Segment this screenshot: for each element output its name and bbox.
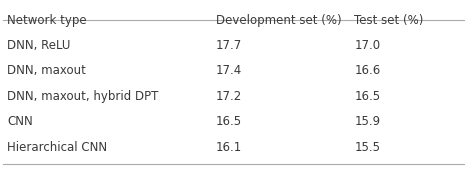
Text: 16.6: 16.6 [354, 64, 380, 78]
Text: 17.4: 17.4 [215, 64, 242, 78]
Text: Test set (%): Test set (%) [354, 14, 424, 27]
Text: 15.9: 15.9 [354, 115, 380, 128]
Text: DNN, maxout: DNN, maxout [7, 64, 86, 78]
Text: Hierarchical CNN: Hierarchical CNN [7, 141, 108, 154]
Text: CNN: CNN [7, 115, 33, 128]
Text: 17.7: 17.7 [215, 39, 242, 52]
Text: 17.0: 17.0 [354, 39, 380, 52]
Text: 15.5: 15.5 [354, 141, 380, 154]
Text: Network type: Network type [7, 14, 87, 27]
Text: 16.5: 16.5 [215, 115, 241, 128]
Text: DNN, maxout, hybrid DPT: DNN, maxout, hybrid DPT [7, 90, 159, 103]
Text: DNN, ReLU: DNN, ReLU [7, 39, 71, 52]
Text: 16.5: 16.5 [354, 90, 380, 103]
Text: 16.1: 16.1 [215, 141, 242, 154]
Text: Development set (%): Development set (%) [215, 14, 341, 27]
Text: 17.2: 17.2 [215, 90, 242, 103]
